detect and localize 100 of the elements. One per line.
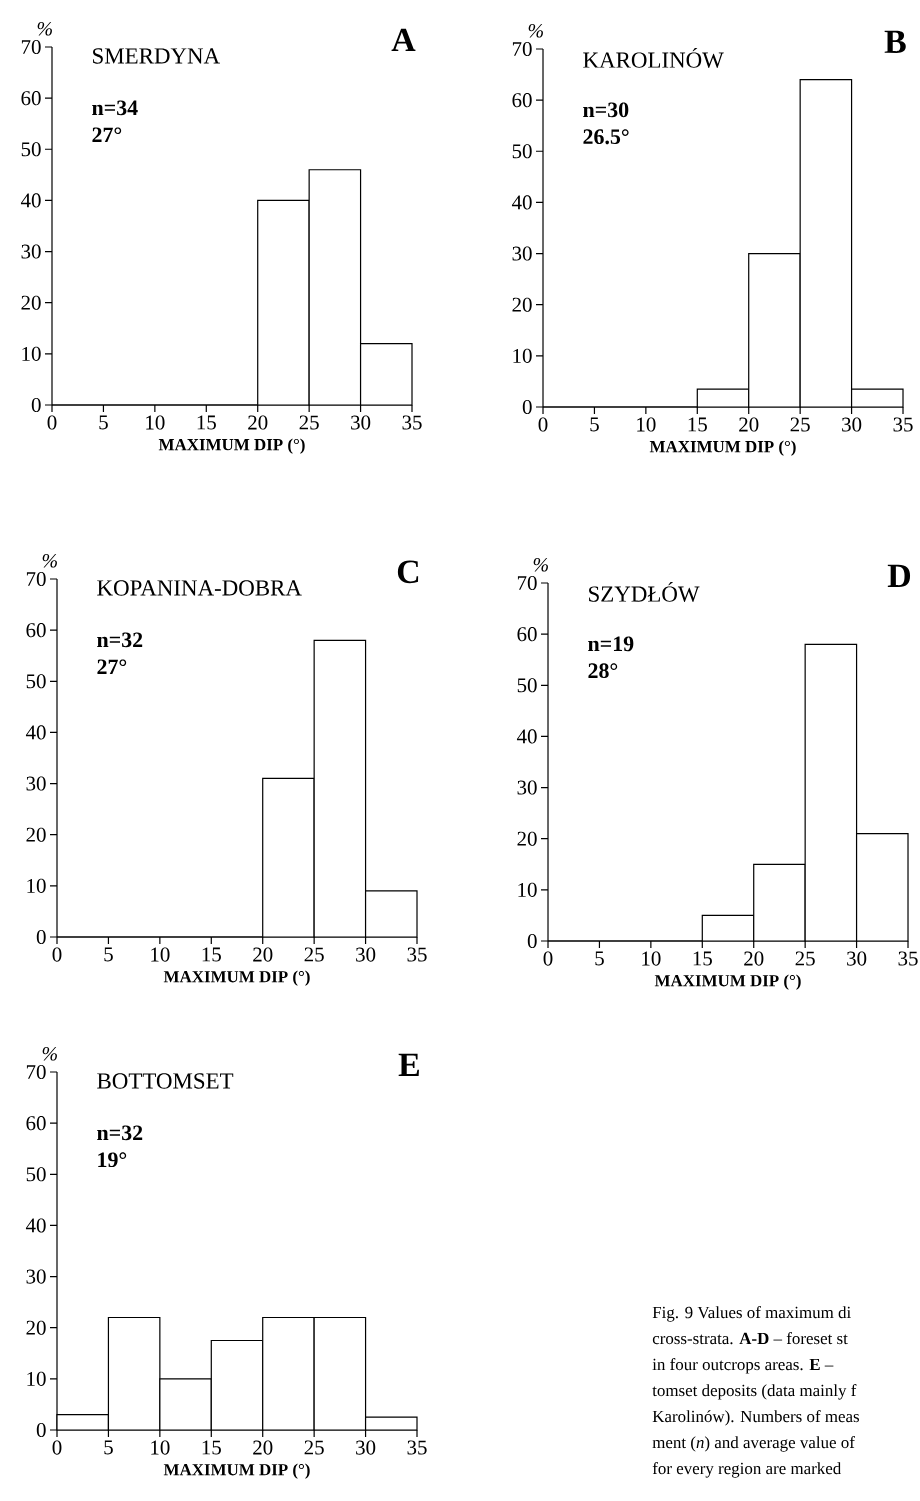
- y-tick-label: 20: [26, 827, 46, 842]
- text: cross-strata. A-D – foreset st: [652, 1332, 848, 1345]
- x-tick-label: 20: [739, 417, 759, 432]
- x-tick-label: 15: [197, 415, 216, 430]
- y-tick-label: 10: [22, 346, 41, 361]
- annotation: n=34: [92, 100, 138, 116]
- x-tick-label: 10: [637, 417, 656, 432]
- y-tick-label: 60: [517, 627, 537, 642]
- text: for every region are marked: [652, 1462, 842, 1478]
- y-tick-label: 0: [522, 399, 532, 415]
- annotation: 28°: [588, 663, 618, 679]
- x-axis-title: MAXIMUM DIP (°): [163, 1463, 310, 1479]
- y-tick-label: 60: [26, 1116, 46, 1131]
- y-tick-label: 40: [25, 1218, 46, 1233]
- x-tick-label: 5: [99, 415, 108, 430]
- x-tick-label: 35: [898, 951, 918, 966]
- y-axis-title: %: [42, 1046, 57, 1061]
- y-tick-label: 30: [26, 1269, 46, 1284]
- y-tick-label: 70: [26, 1064, 46, 1080]
- x-tick-label: 5: [595, 951, 604, 966]
- y-axis-title: %: [37, 21, 52, 36]
- y-tick-label: 70: [26, 571, 46, 587]
- annotation: 19°: [98, 1152, 127, 1168]
- chart-title: SMERDYNA: [93, 48, 220, 64]
- y-tick-label: 0: [31, 397, 41, 413]
- chart-title: BOTTOMSET: [97, 1073, 234, 1089]
- text: tomset deposits (data mainly f: [652, 1384, 857, 1400]
- x-axis-title: MAXIMUM DIP (°): [654, 974, 801, 990]
- y-tick-label: 40: [516, 729, 537, 744]
- x-tick-label: 25: [304, 947, 324, 962]
- x-tick-label: 10: [146, 415, 165, 430]
- x-tick-label: 5: [590, 417, 599, 432]
- y-tick-label: 0: [36, 929, 46, 945]
- y-tick-label: 40: [25, 725, 46, 740]
- y-tick-label: 40: [511, 195, 532, 210]
- x-tick-label: 25: [304, 1440, 324, 1455]
- y-tick-label: 70: [512, 41, 532, 57]
- y-axis-title: %: [42, 553, 57, 568]
- y-tick-label: 20: [21, 295, 41, 310]
- y-tick-label: 50: [512, 144, 532, 159]
- y-tick-label: 0: [527, 933, 537, 949]
- text: in four outcrops areas. E –: [652, 1358, 834, 1374]
- annotation: 27°: [92, 127, 122, 142]
- x-tick-label: 30: [356, 947, 376, 962]
- y-tick-label: 0: [36, 1422, 46, 1438]
- x-tick-label: 35: [407, 947, 427, 962]
- y-tick-label: 10: [27, 878, 46, 893]
- x-tick-label: 10: [151, 947, 170, 962]
- x-tick-label: 20: [253, 947, 273, 962]
- x-tick-label: 25: [790, 417, 810, 432]
- annotation: C: [397, 560, 419, 584]
- y-tick-label: 50: [517, 678, 537, 693]
- text: ment (n) and average value of: [652, 1436, 855, 1452]
- annotation: B: [884, 30, 906, 53]
- annotation: 26.5°: [583, 129, 629, 145]
- y-tick-label: 50: [26, 1167, 46, 1182]
- y-tick-label: 10: [513, 348, 532, 363]
- x-tick-label: 30: [842, 417, 862, 432]
- x-tick-label: 20: [744, 951, 764, 966]
- x-tick-label: 15: [688, 417, 707, 432]
- x-tick-label: 15: [202, 1440, 221, 1455]
- y-tick-label: 70: [517, 575, 537, 591]
- x-tick-label: 0: [543, 951, 553, 966]
- x-tick-label: 35: [407, 1440, 427, 1455]
- y-tick-label: 70: [21, 39, 41, 55]
- x-axis-title: MAXIMUM DIP (°): [649, 440, 796, 456]
- annotation: n=19: [588, 636, 634, 652]
- y-tick-label: 50: [26, 674, 46, 689]
- x-tick-label: 5: [104, 1440, 113, 1455]
- y-tick-label: 20: [512, 297, 532, 312]
- x-tick-label: 0: [47, 415, 57, 430]
- y-tick-label: 30: [21, 244, 41, 259]
- annotation: E: [398, 1053, 419, 1076]
- y-tick-label: 20: [517, 831, 537, 846]
- y-tick-label: 50: [21, 142, 41, 157]
- y-tick-label: 10: [27, 1371, 46, 1386]
- y-tick-label: 20: [26, 1320, 46, 1335]
- text: Karolinów). Numbers of meas: [652, 1410, 860, 1426]
- x-axis-title: MAXIMUM DIP (°): [158, 438, 305, 454]
- y-tick-label: 30: [512, 246, 532, 261]
- annotation: A: [391, 28, 416, 52]
- annotation: n=32: [97, 632, 143, 648]
- x-tick-label: 30: [351, 415, 371, 430]
- x-tick-label: 10: [151, 1440, 170, 1455]
- x-tick-label: 0: [52, 1440, 62, 1455]
- x-tick-label: 15: [693, 951, 712, 966]
- x-tick-label: 20: [253, 1440, 273, 1455]
- x-axis-title: MAXIMUM DIP (°): [163, 970, 310, 986]
- x-tick-label: 35: [402, 415, 422, 430]
- y-axis-title: %: [533, 557, 548, 572]
- y-axis-title: %: [528, 23, 543, 38]
- chart-title: KOPANINA-DOBRA: [97, 580, 302, 596]
- annotation: 27°: [97, 659, 127, 674]
- x-tick-label: 25: [795, 951, 815, 966]
- chart-title: KAROLINÓW: [583, 47, 724, 68]
- x-tick-label: 10: [642, 951, 661, 966]
- y-tick-label: 10: [518, 882, 537, 897]
- x-tick-label: 0: [52, 947, 62, 962]
- x-tick-label: 25: [299, 415, 319, 430]
- y-tick-label: 30: [517, 780, 537, 795]
